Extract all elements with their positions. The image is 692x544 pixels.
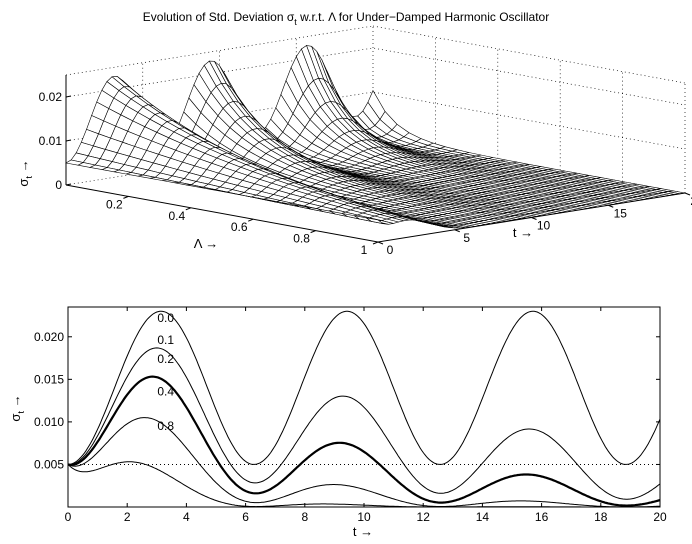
z-tick-mark [65, 183, 72, 186]
series-curve-0.8 [67, 461, 660, 508]
line-plot: 0 2 4 6 8 10 12 14 16 18 20 0.005 0.010 0.015 0.020 0.… [8, 306, 667, 539]
back-top-edge [372, 25, 686, 84]
lambda-tick-mark [123, 195, 129, 199]
series-curve-0.1 [67, 347, 661, 500]
lambda-tick-label: 0.2 [106, 197, 123, 211]
lambda-tick-label: 0.6 [231, 220, 248, 234]
y-tick-label: 0.015 [34, 372, 64, 386]
x-tick-label: 14 [476, 510, 490, 524]
z-tick-label: 0.01 [39, 134, 63, 148]
t-axis-label-3d: t → [513, 225, 533, 240]
surface-plot: Evolution of Std. Deviation σt w.r.t. Λ … [16, 10, 692, 257]
chart-title: Evolution of Std. Deviation σt w.r.t. Λ … [143, 10, 549, 27]
y-tick-label: 0.010 [34, 415, 64, 429]
t-tick-mark [684, 192, 691, 196]
lambda-tick-mark [185, 207, 191, 211]
series-curve-0.4 [67, 417, 660, 508]
t-tick-label: 5 [463, 231, 470, 245]
lambda-tick-mark [372, 241, 379, 245]
x-tick-label: 10 [357, 510, 371, 524]
series-curve-0.0 [68, 310, 661, 465]
lambda-tick-label: 0.8 [293, 232, 310, 246]
lambda-axis-line [65, 184, 379, 243]
x-tick-label: 4 [183, 510, 190, 524]
t-tick-mark [531, 217, 537, 220]
y-tick-label: 0.020 [34, 330, 64, 344]
lambda-tick-mark [248, 218, 254, 222]
series-label: 0.4 [157, 384, 174, 398]
z-tick-mark [65, 139, 72, 142]
x-tick-label: 8 [301, 510, 308, 524]
series-curve-0.2 [67, 375, 661, 507]
t-tick-label: 10 [537, 219, 551, 233]
series-label: 0.2 [157, 352, 174, 366]
x-tick-label: 18 [594, 510, 608, 524]
t-tick-mark [608, 204, 614, 208]
back-box-lines [65, 25, 686, 194]
y-axis-label: σt → [8, 394, 26, 421]
x-tick-label: 16 [535, 510, 549, 524]
lambda-tick-label: 0.4 [168, 209, 185, 223]
z-axis-label: σt → [16, 159, 34, 186]
t-tick-mark [377, 241, 384, 245]
x-tick-label: 20 [653, 510, 667, 524]
z-tick-mark [65, 95, 72, 98]
series-label: 0.0 [157, 311, 174, 325]
t-tick-label: 20 [690, 194, 692, 208]
axis-ticks: 0 2 4 6 8 10 12 14 16 18 20 0.005 0.010 0.015 0.020 [34, 307, 667, 524]
lambda-axis-label: Λ → [194, 236, 219, 251]
surface-cell [65, 159, 84, 166]
series-label: 0.8 [157, 419, 174, 433]
lambda-tick-mark [310, 230, 316, 234]
curve-labels: 0.0 0.1 0.2 0.4 0.8 [157, 311, 174, 433]
curves [67, 310, 661, 508]
x-axis-label: t → [353, 524, 373, 539]
x-tick-label: 12 [417, 510, 431, 524]
t-tick-mark [454, 229, 460, 233]
x-tick-label: 2 [124, 510, 131, 524]
y-tick-label: 0.005 [34, 457, 64, 471]
x-tick-label: 0 [65, 510, 72, 524]
series-label: 0.1 [157, 333, 174, 347]
z-tick-label: 0 [55, 178, 62, 192]
x-tick-label: 6 [242, 510, 249, 524]
t-tick-label: 0 [387, 243, 394, 257]
surface-mesh [65, 45, 686, 229]
z-tick-label: 0.02 [39, 90, 63, 104]
t-tick-label: 15 [614, 206, 628, 220]
lambda-tick-label: 1 [361, 243, 368, 257]
surface-tick-labels: 0.20.40.60.810510152000.010.02 [39, 90, 692, 257]
